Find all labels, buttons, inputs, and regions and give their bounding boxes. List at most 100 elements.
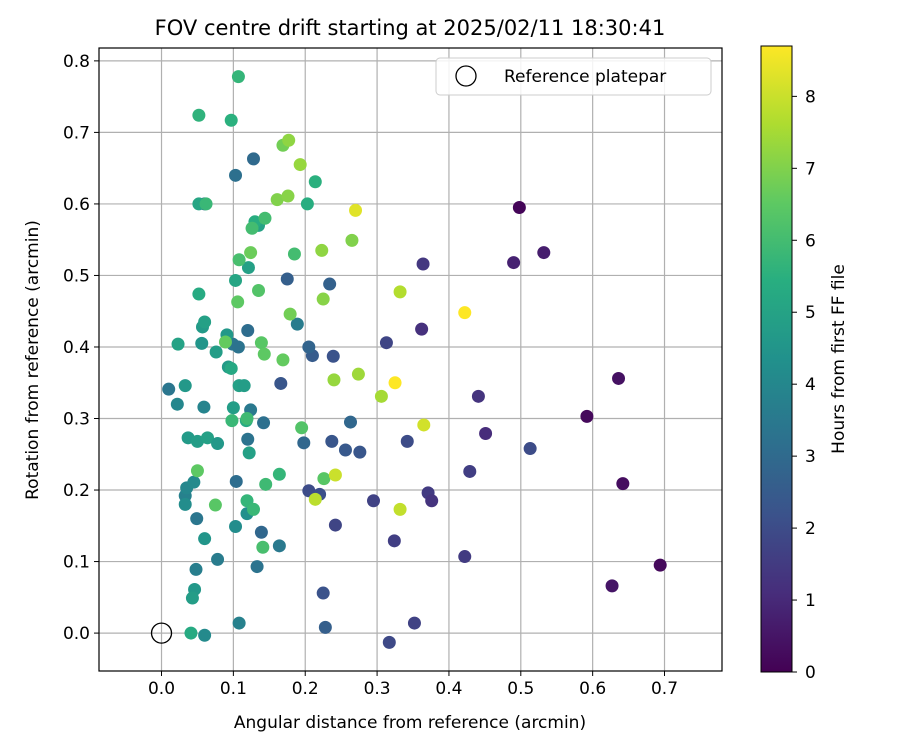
data-point	[276, 353, 290, 367]
data-point	[231, 70, 245, 84]
colorbar-tick-label: 2	[805, 519, 816, 539]
data-point	[374, 389, 388, 403]
data-point	[246, 152, 260, 166]
chart-title: FOV centre drift starting at 2025/02/11 …	[155, 16, 666, 40]
data-point	[229, 474, 243, 488]
y-tick-label: 0.2	[63, 481, 90, 501]
data-point	[240, 412, 254, 426]
data-point	[224, 113, 238, 127]
data-point	[209, 345, 223, 359]
grid-lines	[99, 48, 722, 671]
data-point	[272, 467, 286, 481]
data-point	[170, 397, 184, 411]
data-point	[211, 437, 225, 451]
legend: Reference platepar	[435, 57, 712, 96]
data-point	[316, 586, 330, 600]
data-point	[612, 371, 626, 385]
data-point	[471, 389, 485, 403]
data-point	[407, 616, 421, 630]
colorbar-tick-label: 6	[805, 231, 816, 251]
data-point	[345, 233, 359, 247]
data-point	[537, 246, 551, 260]
colorbar-label: Hours from first FF file	[829, 264, 849, 454]
data-point	[198, 315, 212, 329]
data-point	[393, 285, 407, 299]
colorbar: 0 1 2 3 4 5 6 7 8 Hours from first FF file	[760, 45, 849, 683]
x-axis-label: Angular distance from reference (arcmin)	[234, 713, 586, 733]
data-point	[416, 257, 430, 271]
legend-reference-label: Reference platepar	[504, 67, 666, 87]
data-point	[185, 591, 199, 605]
data-point	[259, 477, 273, 491]
data-point	[226, 401, 240, 415]
data-point	[257, 347, 271, 361]
x-tick-label: 0.2	[292, 679, 319, 699]
data-point	[616, 477, 630, 491]
y-axis-label: Rotation from reference (arcmin)	[23, 220, 43, 500]
data-point	[507, 256, 521, 270]
data-point	[300, 197, 314, 211]
y-tick-label: 0.6	[63, 195, 90, 215]
data-points	[162, 70, 667, 649]
colorbar-tick-label: 8	[805, 87, 816, 107]
y-tick-label: 0.5	[63, 266, 90, 286]
data-point	[523, 442, 537, 456]
data-point	[254, 525, 268, 539]
data-point	[190, 512, 204, 526]
x-tick-label: 0.6	[579, 679, 606, 699]
data-point	[198, 628, 212, 642]
y-tick-label: 0.3	[63, 410, 90, 430]
data-point	[479, 427, 493, 441]
data-point	[393, 502, 407, 516]
data-point	[326, 349, 340, 363]
reference-platepar-marker	[150, 622, 173, 644]
colorbar-gradient	[760, 45, 793, 673]
y-tick-label: 0.7	[63, 123, 90, 143]
data-point	[274, 376, 288, 390]
x-tick-label: 0.1	[220, 679, 247, 699]
x-tick-label: 0.4	[435, 679, 462, 699]
data-point	[162, 382, 176, 396]
legend-box	[435, 57, 712, 96]
data-point	[252, 283, 266, 297]
data-point	[463, 464, 477, 478]
data-point	[308, 175, 322, 189]
data-point	[388, 376, 402, 390]
data-point	[190, 434, 204, 448]
data-point	[415, 322, 429, 336]
data-point	[231, 295, 245, 309]
data-point	[184, 626, 198, 640]
data-point	[290, 317, 304, 331]
y-tick-label: 0.1	[63, 553, 90, 573]
data-point	[366, 494, 380, 508]
data-point	[325, 434, 339, 448]
data-point	[197, 400, 211, 414]
y-tick-label: 0.4	[63, 338, 90, 358]
data-point	[302, 340, 316, 354]
x-tick-label: 0.5	[507, 679, 534, 699]
x-tick-label: 0.3	[364, 679, 391, 699]
data-point	[316, 292, 330, 306]
colorbar-tick-label: 5	[805, 303, 816, 323]
data-point	[246, 502, 260, 516]
data-point	[349, 203, 363, 217]
data-point	[232, 616, 246, 630]
data-point	[178, 497, 192, 511]
x-tick-label: 0.0	[148, 679, 175, 699]
data-point	[512, 201, 526, 215]
data-point	[211, 552, 225, 566]
data-point	[195, 336, 209, 350]
data-point	[417, 418, 431, 432]
data-point	[201, 431, 215, 445]
data-point	[244, 246, 258, 260]
data-point	[281, 189, 295, 203]
data-point	[272, 539, 286, 553]
data-point	[190, 464, 204, 478]
data-point	[225, 414, 239, 428]
data-point	[387, 534, 401, 548]
reference-marker-layer	[150, 622, 173, 644]
data-point	[187, 475, 201, 489]
data-point	[257, 416, 271, 430]
data-point	[189, 562, 203, 576]
data-point	[315, 243, 329, 257]
